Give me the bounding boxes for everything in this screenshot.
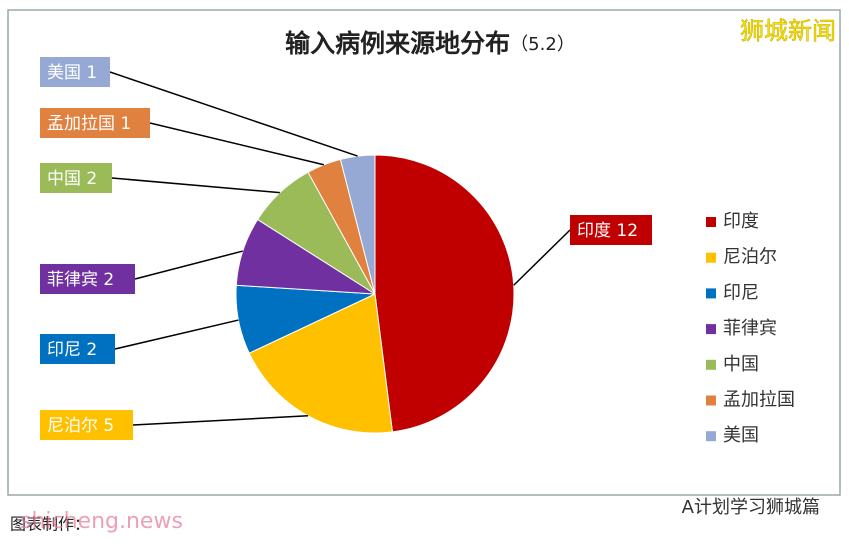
label-value: 5 (103, 416, 114, 436)
label-value: 2 (86, 340, 97, 360)
leader-line (111, 177, 280, 194)
legend-label: 印尼 (723, 282, 759, 303)
label-category: 孟加拉国 (47, 114, 115, 134)
legend-label: 尼泊尔 (723, 247, 777, 268)
label-box (40, 57, 110, 87)
chart-title: 输入病例来源地分布 (285, 29, 510, 58)
label-category: 印度 (577, 221, 611, 241)
label-value: 2 (103, 270, 114, 290)
leader-line (513, 229, 571, 286)
data-label: 美国 1 (47, 63, 97, 83)
label-box (40, 108, 150, 138)
label-category: 菲律宾 (47, 270, 98, 290)
label-box (40, 264, 135, 294)
legend-label: 菲律宾 (723, 318, 777, 339)
label-value: 1 (86, 63, 97, 83)
label-value: 1 (120, 114, 131, 134)
chart-title-group: 输入病例来源地分布（5.2） (285, 29, 575, 58)
site-watermark: shicheng.news (20, 509, 183, 534)
leader-line (114, 319, 239, 350)
legend-swatch (706, 252, 716, 263)
watermark: 狮城新闻 (740, 17, 836, 45)
legend-swatch (706, 431, 716, 442)
legend-swatch (706, 395, 716, 406)
label-category: 尼泊尔 (47, 416, 98, 436)
pie-slice (374, 154, 515, 433)
data-label: 中国 2 (47, 169, 97, 189)
label-category: 美国 (47, 63, 81, 83)
legend-swatch (706, 359, 716, 370)
label-value: 12 (616, 221, 638, 241)
legend-swatch (706, 288, 716, 299)
leader-line (134, 250, 243, 280)
leader-line (149, 122, 325, 166)
legend-swatch (706, 217, 716, 227)
legend-label: 孟加拉国 (723, 390, 795, 411)
leader-line (132, 415, 309, 426)
brand: A计划学习狮城篇 (682, 497, 820, 518)
label-box (40, 163, 112, 193)
label-box (40, 334, 115, 364)
label-value: 2 (86, 169, 97, 189)
footer: 图表制作： (10, 515, 90, 534)
legend-label: 中国 (723, 354, 759, 375)
data-label: 尼泊尔 5 (47, 416, 114, 436)
label-category: 印尼 (47, 340, 81, 360)
data-label: 菲律宾 2 (47, 270, 114, 290)
chart-subtitle: （5.2） (510, 34, 575, 55)
legend-label: 美国 (723, 425, 759, 446)
legend-label: 印度 (723, 211, 759, 232)
legend-swatch (706, 324, 716, 335)
data-label: 孟加拉国 1 (47, 114, 131, 134)
label-category: 中国 (47, 169, 81, 189)
label-box (40, 410, 133, 440)
leader-line (109, 71, 358, 157)
label-box (570, 215, 652, 245)
data-label: 印度 12 (577, 221, 638, 241)
data-label: 印尼 2 (47, 340, 97, 360)
